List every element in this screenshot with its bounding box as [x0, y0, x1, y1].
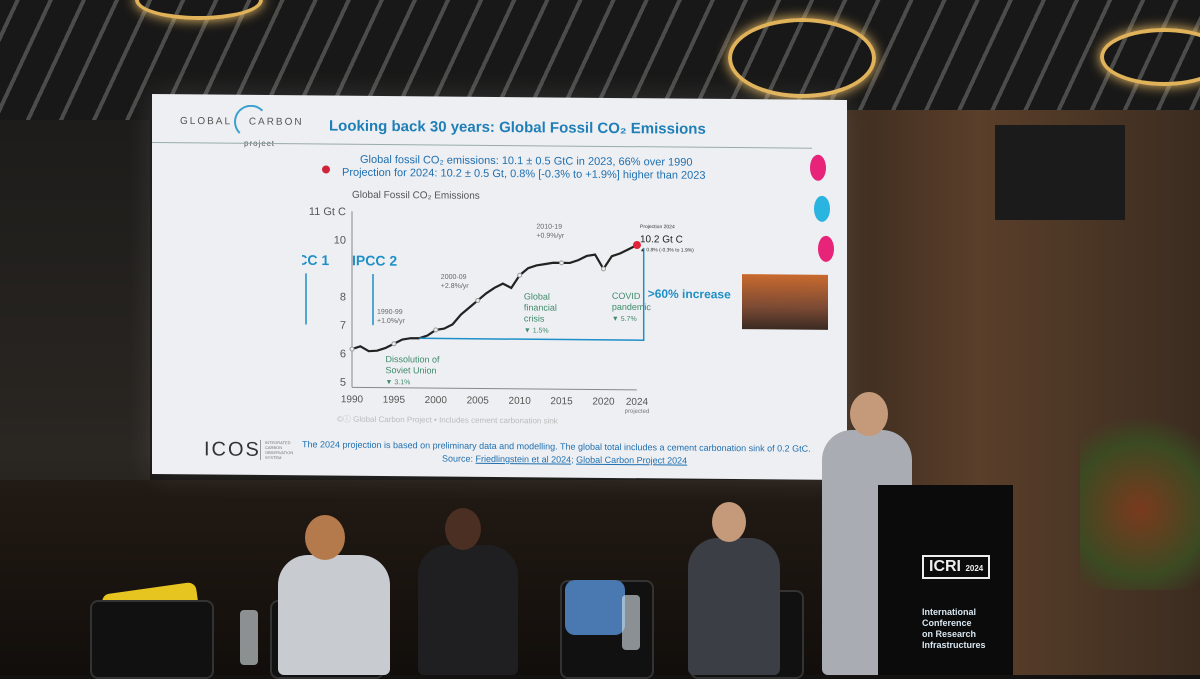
event-annotation: Global: [524, 291, 550, 301]
growth-rate-period: 2010-19: [536, 224, 562, 231]
data-point: [600, 266, 606, 272]
ipcc1-label: IPCC 1: [302, 252, 329, 268]
projection-value: 10.2 Gt C: [640, 234, 683, 245]
y-tick-label: 6: [340, 348, 346, 360]
x-tick-label: 2005: [467, 395, 490, 406]
emissions-chart: 5 6 7 8 10 11 Gt C 1990 1995 2000 2005 2010 2015 202…: [302, 206, 731, 415]
y-tick-label: 11 Gt C: [309, 206, 346, 218]
water-bottle: [622, 595, 640, 650]
event-annotation: financial: [524, 302, 557, 312]
y-tick-label: 10: [334, 235, 346, 247]
x-tick-label: 2015: [550, 396, 573, 407]
projection-note: The 2024 projection is based on prelimin…: [302, 439, 811, 454]
event-annotation: pandemic: [612, 302, 652, 312]
emissions-line: [351, 244, 638, 353]
event-annotation: crisis: [524, 313, 545, 323]
growth-rate-value: +0.9%/yr: [536, 233, 564, 240]
chair: [90, 600, 214, 679]
x-tick-label: 2010: [509, 396, 532, 407]
x-tick-label: 1990: [341, 394, 364, 405]
growth-rate-value: +1.0%/yr: [377, 318, 405, 325]
ceiling-light-ring: [728, 18, 876, 98]
panelist-head: [712, 502, 746, 542]
presentation-slide: GLOBAL CARBON project Looking back 30 ye…: [152, 93, 847, 481]
chart-footnote: ©ⓘ Global Carbon Project • Includes ceme…: [337, 414, 558, 426]
projection-change: ▲ 0.8% (-0.3% to 1.9%): [640, 247, 694, 253]
event-annotation: ▼ 1.5%: [524, 327, 549, 334]
flower-arrangement: [1080, 390, 1200, 590]
slide-title: Looking back 30 years: Global Fossil CO₂…: [329, 117, 706, 138]
growth-rate-period: 2000-09: [441, 274, 467, 281]
icos-logo: ICOS: [204, 438, 261, 461]
source-link-friedlingstein[interactable]: Friedlingstein et al 2024: [475, 453, 572, 465]
event-annotation: Dissolution of: [386, 354, 441, 364]
data-point: [433, 327, 439, 333]
panelist-head: [445, 508, 481, 550]
data-point: [391, 341, 397, 347]
growth-rate-value: +2.8%/yr: [441, 283, 469, 290]
y-tick-label: 7: [340, 320, 346, 332]
source-link-gcp[interactable]: Global Carbon Project 2024: [576, 454, 688, 466]
x-axis: [352, 386, 637, 391]
x-tick-label: 2024: [626, 397, 649, 408]
loudspeaker: [995, 125, 1125, 220]
projection-label: Projection 2024: [640, 224, 675, 230]
panelist: [418, 545, 518, 675]
speaker-head: [850, 392, 888, 436]
podium: ICRI 2024 International Conference on Rese…: [878, 485, 1013, 675]
x-tick-label: 2020: [592, 396, 615, 407]
event-annotation: ▼ 5.7%: [612, 316, 637, 323]
blue-pillow: [565, 580, 625, 635]
event-annotation: COVID: [612, 291, 641, 301]
data-point: [559, 260, 565, 266]
x-tick-label: 2000: [425, 395, 448, 406]
panelist: [278, 555, 390, 675]
decor-dot: [810, 154, 826, 181]
x-tick-label: 1995: [383, 395, 406, 406]
data-point: [349, 346, 355, 352]
data-point: [475, 297, 481, 303]
y-tick-label: 5: [340, 377, 346, 389]
smokestack-photo: [742, 274, 828, 330]
ceiling-light-ring: [1100, 28, 1200, 86]
x-tick-note: projected: [625, 409, 650, 415]
icri-logo: ICRI 2024: [922, 555, 991, 579]
event-annotation: ▼ 3.1%: [386, 379, 411, 386]
projection-point: [633, 241, 641, 250]
increase-bracket: [419, 247, 645, 341]
summary-line-2: Projection for 2024: 10.2 ± 0.5 Gt, 0.8%…: [342, 166, 706, 182]
data-point: [517, 272, 523, 278]
conference-name: International Conference on Research Infras…: [922, 607, 986, 650]
source-line: Source: Friedlingstein et al 2024; Globa…: [442, 453, 688, 466]
y-tick-label: 8: [340, 291, 346, 303]
icos-logo-subtitle: INTEGRATED CARBON OBSERVATION SYSTEM: [260, 439, 293, 461]
ipcc2-label: IPCC 2: [352, 252, 397, 268]
increase-label: >60% increase: [648, 287, 731, 302]
panelist-head: [305, 515, 345, 560]
panelist: [688, 538, 780, 675]
bullet-icon: [322, 165, 330, 174]
event-annotation: Soviet Union: [386, 365, 437, 375]
source-label: Source:: [442, 453, 476, 464]
growth-rate-period: 1990-99: [377, 309, 403, 316]
water-bottle: [240, 610, 258, 665]
